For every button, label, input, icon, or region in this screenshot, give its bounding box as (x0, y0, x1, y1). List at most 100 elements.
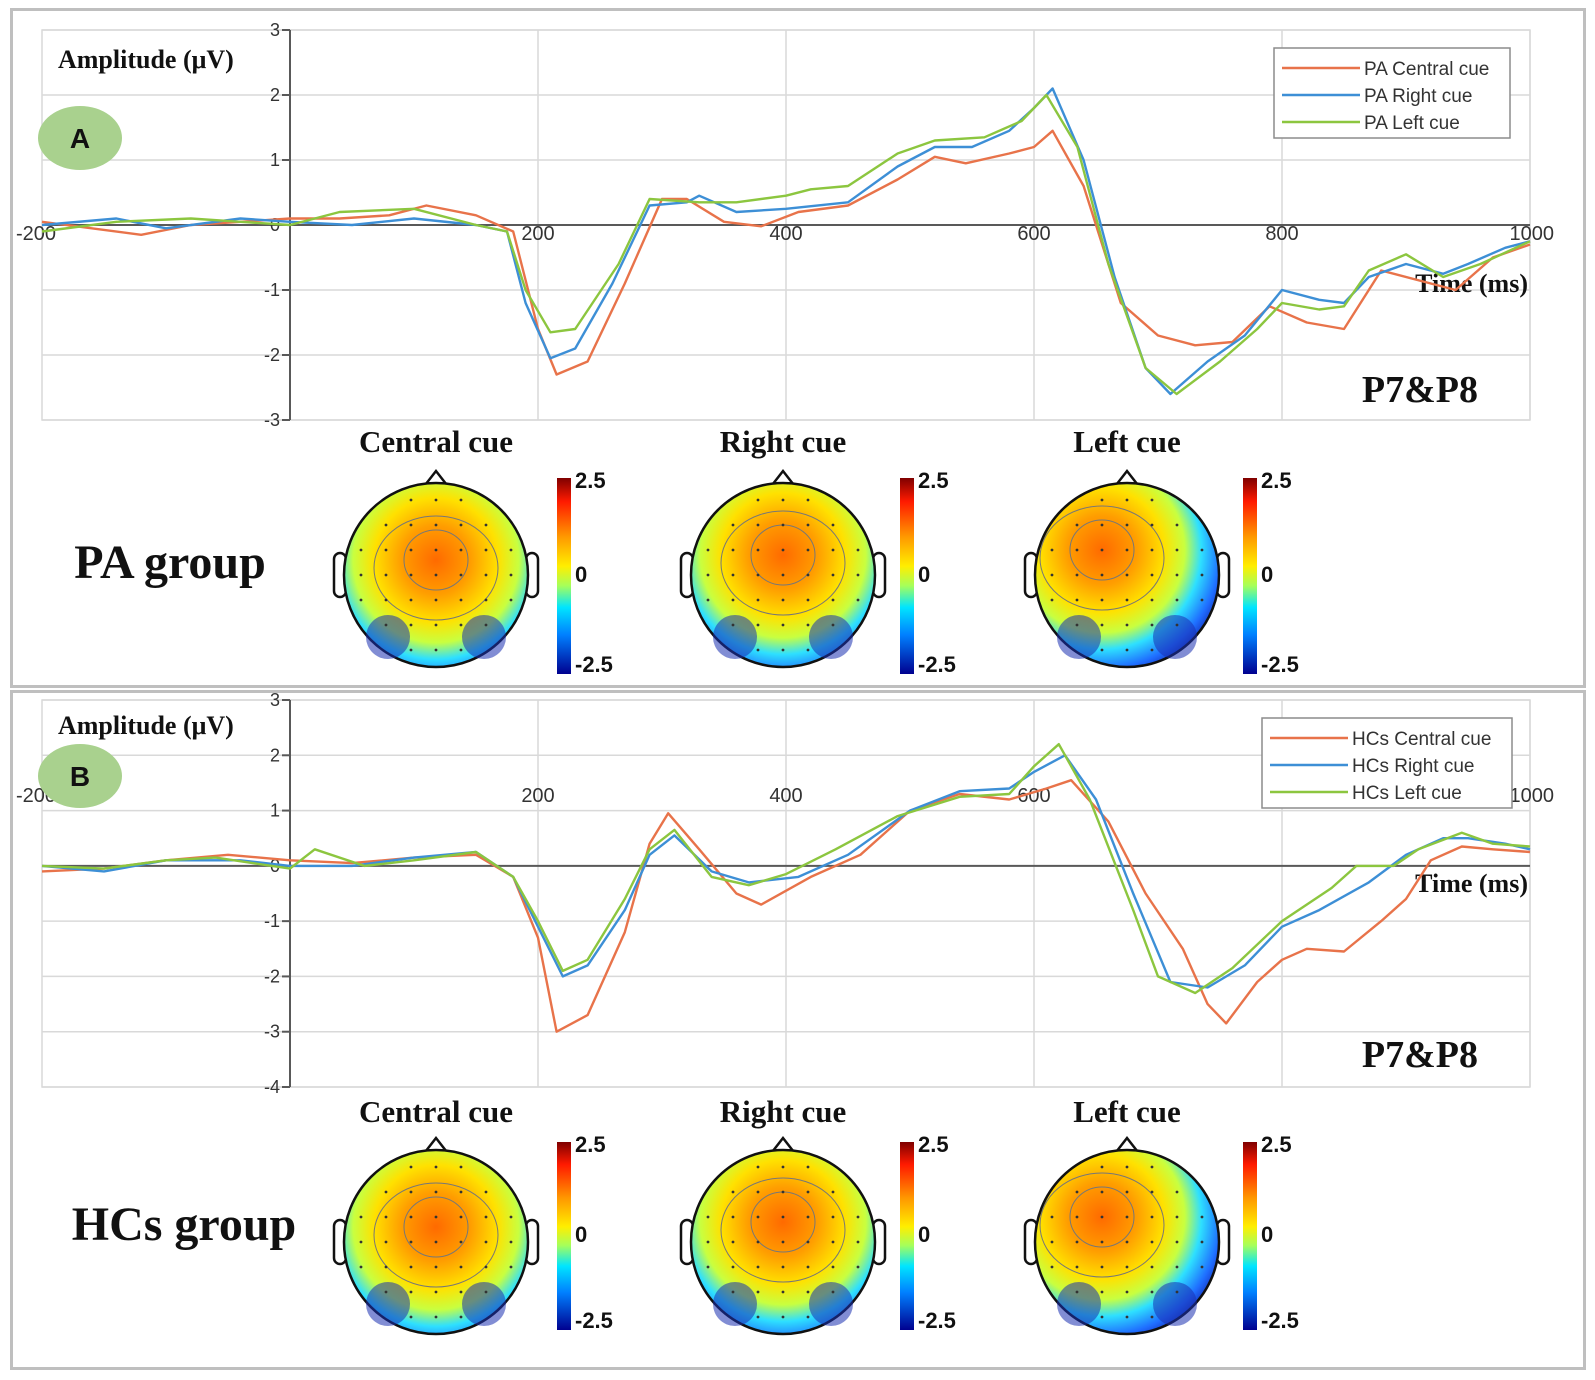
electrode-dot (756, 623, 760, 627)
electrode-dot (781, 1240, 785, 1244)
electrode-dot (434, 1290, 438, 1294)
electrode-dot (1175, 623, 1179, 627)
electrode-dot (1125, 1315, 1129, 1319)
electrode-dot (409, 573, 413, 577)
electrode-dot (1200, 573, 1204, 577)
electrode-dot (806, 523, 810, 527)
topomap-negative-spot (809, 615, 853, 659)
electrode-dot (409, 1165, 413, 1169)
electrode-dot (1075, 1240, 1079, 1244)
colorbar (557, 1142, 571, 1330)
electrode-dot (1100, 523, 1104, 527)
topomap-negative-spot (1153, 615, 1197, 659)
electrode-dot (484, 548, 488, 552)
electrode-dot (384, 573, 388, 577)
colorbar-tick: 0 (918, 562, 930, 587)
electrode-dot (459, 623, 463, 627)
series-line (41, 93, 1531, 396)
colorbar-tick: -2.5 (1261, 1308, 1299, 1333)
electrode-dot (1050, 1240, 1054, 1244)
y-tick-label: -1 (264, 911, 280, 931)
y-tick-label: 1 (270, 801, 280, 821)
electrode-dot (756, 523, 760, 527)
electrode-dot (806, 1190, 810, 1194)
electrode-dot (1200, 1265, 1204, 1269)
electrode-dot (1075, 1265, 1079, 1269)
x-tick-label: 800 (1265, 223, 1298, 245)
y-tick-label: 2 (270, 85, 280, 105)
legend-entry: PA Left cue (1364, 113, 1460, 134)
electrode-dot (484, 1215, 488, 1219)
electrode-dot (781, 623, 785, 627)
electrode-dot (409, 1190, 413, 1194)
electrode-dot (384, 548, 388, 552)
topomap-negative-spot (366, 615, 410, 659)
electrode-dot (1125, 1190, 1129, 1194)
electrode-dot (731, 598, 735, 602)
colorbar (1243, 478, 1257, 674)
electrode-dot (1100, 623, 1104, 627)
electrode-dot (459, 1215, 463, 1219)
electrode-dot (856, 1240, 860, 1244)
electrode-dot (434, 1315, 438, 1319)
electrode-dot (1050, 1215, 1054, 1219)
colorbar (900, 478, 914, 674)
electrode-dot (1100, 548, 1104, 552)
electrode-dot (1125, 498, 1129, 502)
colorbar-tick: 2.5 (918, 468, 949, 493)
electrode-dot (731, 1240, 735, 1244)
electrode-dot (831, 573, 835, 577)
legend-entry: PA Central cue (1364, 59, 1489, 80)
electrode-dot (459, 548, 463, 552)
topomap-title: Left cue (1073, 424, 1181, 459)
topomap-contour (1069, 519, 1135, 581)
electrode-dot (756, 548, 760, 552)
topomap-contour (373, 1182, 499, 1288)
x-tick-label: 1000 (1510, 785, 1555, 807)
electrode-dot (1175, 548, 1179, 552)
electrode-dot (1150, 498, 1154, 502)
electrode-dot (1150, 1265, 1154, 1269)
topomap-contour (720, 1177, 846, 1283)
electrode-dot (434, 598, 438, 602)
electrode-dot (484, 1240, 488, 1244)
electrode-dot (1050, 573, 1054, 577)
electrode-dot (756, 1290, 760, 1294)
electrode-dot (1150, 573, 1154, 577)
electrode-dot (806, 1240, 810, 1244)
electrode-dot (806, 548, 810, 552)
x-axis-label: Time (ms) (1415, 869, 1528, 898)
electrode-dot (831, 1215, 835, 1219)
electrode-dot (409, 648, 413, 652)
electrode-dot (706, 548, 710, 552)
topomap-contour (720, 510, 846, 616)
electrode-dot (1125, 1240, 1129, 1244)
x-tick-label: 400 (769, 785, 802, 807)
electrode-dot (434, 1240, 438, 1244)
y-tick-label: 3 (270, 20, 280, 40)
electrode-dot (409, 523, 413, 527)
electrode-dot (1125, 1265, 1129, 1269)
electrode-dot (459, 523, 463, 527)
erp-chart-panel-a: 3 2 1 0 -1 -2 -3 -200 200 400 600 800 1000 Amplitude … (16, 20, 1554, 677)
electrode-dot (856, 548, 860, 552)
x-tick-label: 200 (521, 223, 554, 245)
electrode-dot (1100, 648, 1104, 652)
electrode-dot (781, 1290, 785, 1294)
x-tick-label: 400 (769, 223, 802, 245)
electrode-dot (756, 498, 760, 502)
electrode-dot (781, 498, 785, 502)
electrode-label: P7&P8 (1362, 369, 1478, 411)
electrode-dot (1175, 1215, 1179, 1219)
electrode-dot (384, 1190, 388, 1194)
electrode-dot (484, 623, 488, 627)
electrode-dot (756, 648, 760, 652)
electrode-dot (1100, 498, 1104, 502)
topomap-negative-spot (462, 615, 506, 659)
electrode-dot (1150, 1190, 1154, 1194)
electrode-dot (509, 598, 513, 602)
electrode-dot (781, 1165, 785, 1169)
electrode-dot (359, 548, 363, 552)
y-tick-label: -2 (264, 345, 280, 365)
colorbar-tick: 0 (575, 562, 587, 587)
